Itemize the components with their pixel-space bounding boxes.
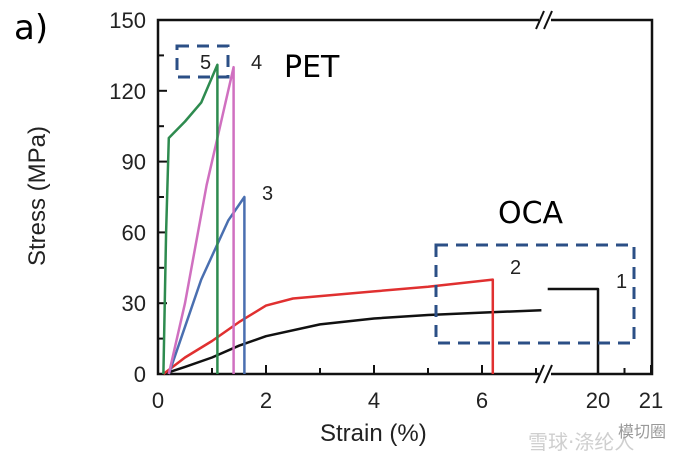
y-tick-label: 30 [122, 291, 146, 316]
x-tick-label: 2 [260, 388, 272, 413]
series-label-4: 4 [251, 52, 262, 74]
watermark-right: 模切圈 [618, 422, 667, 441]
series-line-1 [163, 287, 600, 376]
y-tick-label: 0 [134, 362, 146, 387]
pet-label: PET [284, 50, 340, 85]
axis-break-mark [543, 10, 553, 30]
highlight-box-oca [434, 243, 636, 345]
series-line-5 [162, 63, 219, 375]
watermark-left: 雪球·涤纶人 [528, 430, 635, 454]
oca-label: OCA [498, 196, 564, 231]
series-label-2: 2 [510, 257, 521, 279]
series-line-3 [167, 195, 246, 375]
x-tick-label: 20 [586, 388, 610, 413]
x-tick-label: 6 [476, 388, 488, 413]
axis-break-mark [535, 364, 545, 384]
series-line-4 [167, 65, 235, 375]
series-label-1: 1 [616, 271, 627, 293]
y-tick-label: 60 [122, 220, 146, 245]
y-tick-label: 90 [122, 150, 146, 175]
x-tick-label: 4 [368, 388, 380, 413]
x-tick-label: 0 [152, 388, 164, 413]
series-label-3: 3 [262, 183, 273, 205]
highlight-box-5 [175, 44, 230, 79]
axis-break-mark [535, 10, 545, 30]
x-tick-label: 21 [639, 388, 663, 413]
series-line-2 [162, 278, 495, 375]
series-label-5: 5 [200, 52, 211, 74]
x-axis-label: Strain (%) [320, 420, 427, 447]
y-axis-label: Stress (MPa) [24, 126, 51, 267]
axis-break-mark [543, 364, 553, 384]
y-tick-label: 120 [109, 79, 146, 104]
y-tick-label: 150 [109, 8, 146, 33]
panel-label: a) [14, 8, 49, 48]
